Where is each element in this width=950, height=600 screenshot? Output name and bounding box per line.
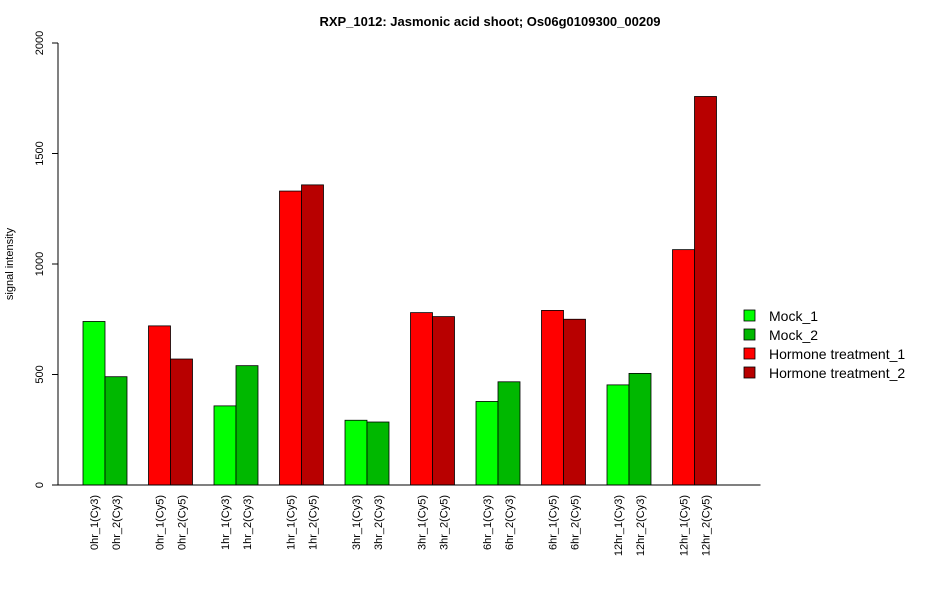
bar xyxy=(672,249,695,486)
x-tick-label: 0hr_2(Cy3) xyxy=(111,495,123,550)
x-tick-label: 1hr_1(Cy3) xyxy=(220,495,232,550)
bar xyxy=(148,325,171,486)
legend-label: Mock_1 xyxy=(769,308,818,324)
x-tick-labels: 0hr_1(Cy3) 0hr_2(Cy3) 0hr_1(Cy5) 0hr_2(Cy5)… xyxy=(89,495,713,556)
x-tick-label: 6hr_2(Cy5) xyxy=(570,495,582,550)
y-tick-label: 500 xyxy=(34,365,46,383)
bar xyxy=(170,358,193,486)
bar xyxy=(235,365,259,486)
bar xyxy=(497,381,521,486)
x-tick-label: 3hr_1(Cy3) xyxy=(351,495,363,550)
bar xyxy=(432,316,455,486)
x-tick-label: 3hr_2(Cy5) xyxy=(439,495,451,550)
x-tick-label: 6hr_1(Cy5) xyxy=(548,495,560,550)
legend-swatch xyxy=(743,309,756,322)
legend: Mock_1 Mock_2 Hormone treatment_1 Hormone t… xyxy=(743,308,905,381)
x-tick-label: 1hr_1(Cy5) xyxy=(286,495,298,550)
y-axis-label: signal intensity xyxy=(4,227,16,300)
x-tick-label: 12hr_1(Cy5) xyxy=(679,495,691,556)
legend-swatch xyxy=(743,328,756,341)
legend-label: Hormone treatment_1 xyxy=(769,346,905,362)
bar xyxy=(104,376,128,486)
bar xyxy=(279,190,302,486)
bar xyxy=(301,184,324,486)
x-tick-label: 12hr_2(Cy5) xyxy=(701,495,713,556)
x-tick-label: 1hr_2(Cy5) xyxy=(308,495,320,550)
legend-label: Hormone treatment_2 xyxy=(769,365,905,381)
bar xyxy=(628,372,652,486)
x-tick-label: 3hr_1(Cy5) xyxy=(417,495,429,550)
y-axis: 0 500 1000 1500 2000 xyxy=(34,31,59,488)
chart-title: RXP_1012: Jasmonic acid shoot; Os06g0109… xyxy=(319,14,660,29)
x-tick-label: 0hr_2(Cy5) xyxy=(177,495,189,550)
bar xyxy=(563,318,586,486)
bar-group xyxy=(58,96,761,486)
x-tick-label: 0hr_1(Cy5) xyxy=(155,495,167,550)
legend-label: Mock_2 xyxy=(769,327,818,343)
x-tick-label: 3hr_2(Cy3) xyxy=(373,495,385,550)
bar xyxy=(366,421,390,486)
x-tick-label: 1hr_2(Cy3) xyxy=(242,495,254,550)
legend-swatch xyxy=(743,347,756,360)
bar xyxy=(541,310,564,486)
y-tick-label: 0 xyxy=(34,482,46,488)
bar xyxy=(475,401,499,486)
bar xyxy=(213,405,237,486)
x-tick-label: 6hr_1(Cy3) xyxy=(482,495,494,550)
legend-swatch xyxy=(743,366,756,379)
x-tick-label: 12hr_1(Cy3) xyxy=(613,495,625,556)
y-tick-label: 1500 xyxy=(34,141,46,165)
bar xyxy=(82,321,106,486)
y-tick-label: 1000 xyxy=(34,252,46,276)
bar xyxy=(344,419,368,486)
x-tick-label: 6hr_2(Cy3) xyxy=(504,495,516,550)
bar xyxy=(606,384,630,486)
x-tick-label: 0hr_1(Cy3) xyxy=(89,495,101,550)
bar xyxy=(410,312,433,486)
y-tick-label: 2000 xyxy=(34,31,46,55)
bar xyxy=(694,96,717,486)
x-tick-label: 12hr_2(Cy3) xyxy=(635,495,647,556)
